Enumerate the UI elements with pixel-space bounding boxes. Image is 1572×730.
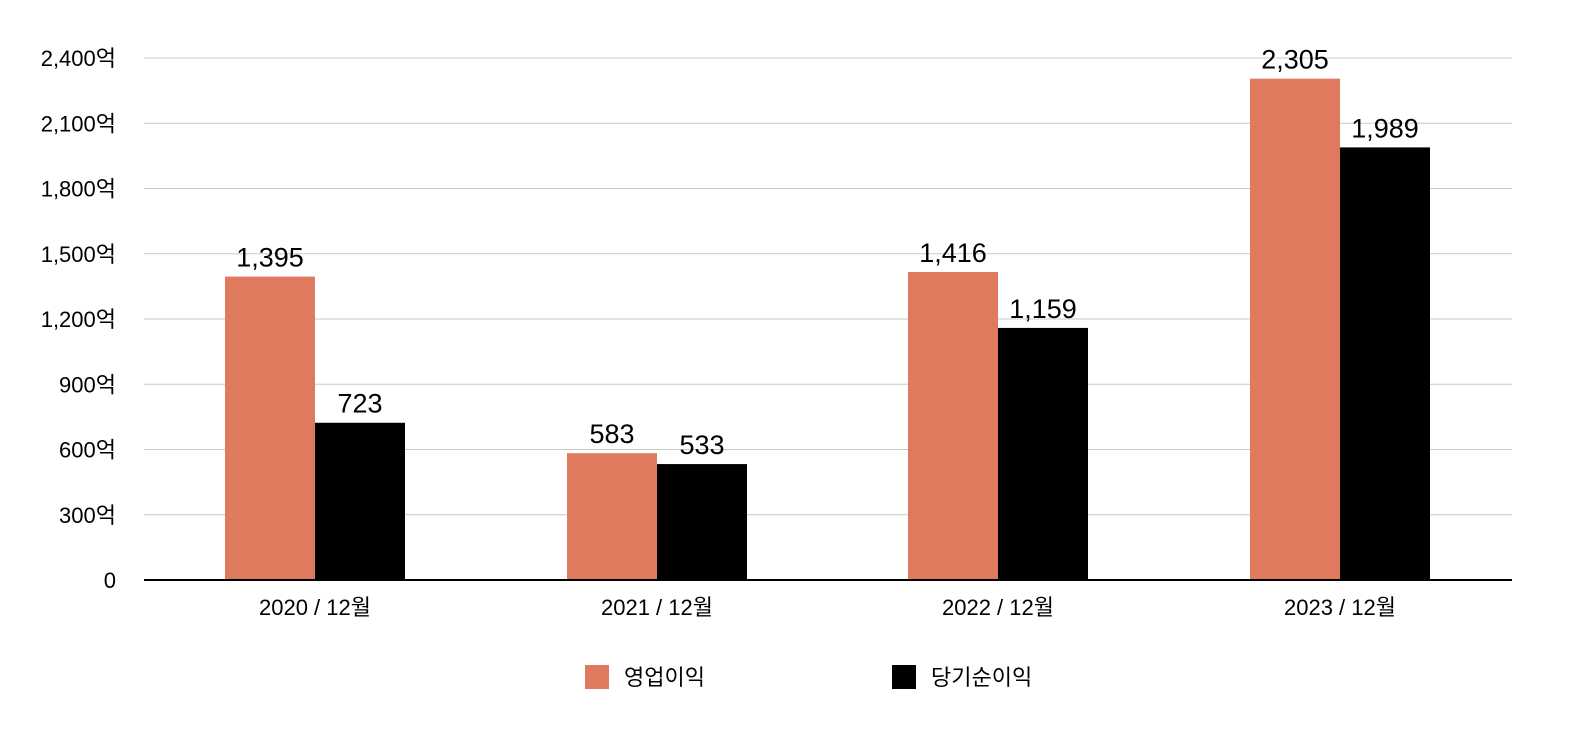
legend-swatch <box>892 665 916 689</box>
data-label: 2,305 <box>1261 45 1329 75</box>
legend-label: 영업이익 <box>624 665 705 690</box>
legend-swatch <box>585 665 609 689</box>
legend-label: 당기순이익 <box>931 665 1032 690</box>
bar-operating-profit <box>567 453 657 580</box>
data-label: 1,159 <box>1009 294 1077 324</box>
bar-net-income <box>1340 147 1430 580</box>
data-label: 1,989 <box>1351 113 1419 143</box>
bar-net-income <box>657 464 747 580</box>
data-label: 533 <box>679 430 724 460</box>
bar-operating-profit <box>908 272 998 580</box>
y-tick-label: 1,200억 <box>41 307 116 332</box>
bar-net-income <box>998 327 1088 580</box>
y-tick-label: 900억 <box>59 372 116 397</box>
data-label: 583 <box>589 419 634 449</box>
bar-operating-profit <box>225 276 315 580</box>
data-label: 723 <box>337 389 382 419</box>
y-tick-label: 2,100억 <box>41 111 116 136</box>
x-tick-label: 2022 / 12월 <box>942 595 1054 620</box>
y-tick-label: 2,400억 <box>41 46 116 71</box>
x-tick-label: 2023 / 12월 <box>1284 595 1396 620</box>
y-tick-label: 0 <box>104 568 116 593</box>
y-tick-label: 1,800억 <box>41 177 116 202</box>
data-label: 1,416 <box>919 238 987 268</box>
bar-net-income <box>315 422 405 580</box>
data-label: 1,395 <box>236 243 304 273</box>
x-tick-label: 2020 / 12월 <box>259 595 371 620</box>
y-tick-label: 600억 <box>59 438 116 463</box>
bar-operating-profit <box>1250 78 1340 580</box>
y-tick-label: 300억 <box>59 503 116 528</box>
y-tick-label: 1,500억 <box>41 242 116 267</box>
x-tick-label: 2021 / 12월 <box>601 595 713 620</box>
